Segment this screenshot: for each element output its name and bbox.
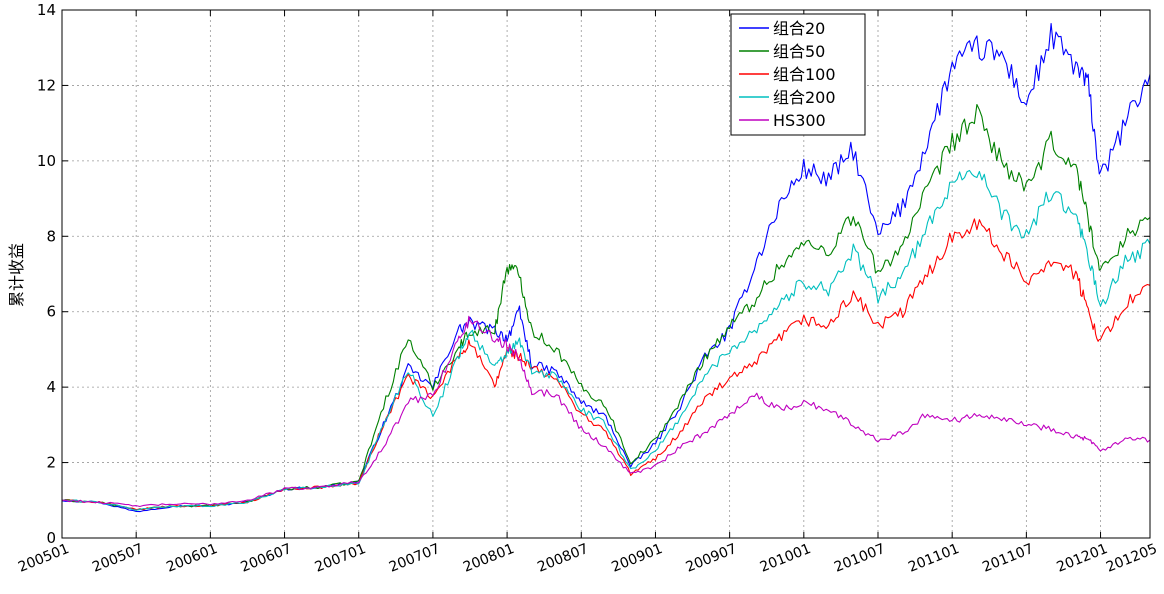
y-axis-label: 累计收益 — [7, 243, 26, 307]
legend-label: 组合50 — [773, 42, 825, 61]
x-tick-label: 200707 — [387, 541, 443, 576]
x-tick-label: 200701 — [313, 541, 369, 576]
legend: 组合20 组合50 组合100 组合200 HS300 — [730, 13, 866, 136]
x-tick-label: 200507 — [90, 541, 146, 576]
y-tick-label: 12 — [37, 76, 56, 94]
legend-label: 组合20 — [773, 19, 825, 38]
y-tick-label: 0 — [46, 529, 56, 547]
axes — [61, 9, 1151, 539]
series-line — [61, 169, 1151, 511]
legend-label: 组合200 — [773, 88, 836, 107]
x-tick-label: 200607 — [238, 541, 294, 576]
axes-box — [61, 9, 1151, 539]
plot-background — [62, 10, 1150, 538]
series-line — [62, 315, 1151, 508]
y-tick-labels: 0 2 4 6 8 10 12 14 — [37, 1, 56, 547]
x-tick-labels: 200501 200507 200601 200607 200701 200707 2008… — [16, 541, 1160, 576]
x-tick-label: 200907 — [684, 541, 740, 576]
x-tick-label: 200601 — [164, 541, 220, 576]
y-tick-label: 2 — [46, 454, 56, 472]
legend-label: HS300 — [773, 111, 826, 130]
x-tick-label: 201201 — [1054, 541, 1110, 576]
x-tick-label: 201107 — [980, 541, 1036, 576]
x-tick-label: 200801 — [461, 541, 517, 576]
y-tick-label: 4 — [46, 378, 56, 396]
y-tick-label: 14 — [37, 1, 56, 19]
y-tick-label: 6 — [46, 303, 56, 321]
x-tick-label: 200501 — [16, 541, 72, 576]
x-tick-label: 201007 — [832, 541, 888, 576]
plot-area — [62, 10, 1150, 538]
y-tick-label: 10 — [37, 152, 56, 170]
legend-label: 组合100 — [773, 65, 836, 84]
y-tick-label: 8 — [46, 227, 56, 245]
series-lines — [61, 22, 1151, 513]
x-tick-label: 201001 — [758, 541, 814, 576]
x-tick-label: 200901 — [609, 541, 665, 576]
x-tick-label: 201205 — [1104, 541, 1160, 576]
x-tick-label: 201101 — [906, 541, 962, 576]
x-tick-label: 200807 — [535, 541, 591, 576]
